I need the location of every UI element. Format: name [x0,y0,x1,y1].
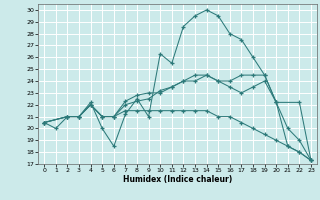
X-axis label: Humidex (Indice chaleur): Humidex (Indice chaleur) [123,175,232,184]
